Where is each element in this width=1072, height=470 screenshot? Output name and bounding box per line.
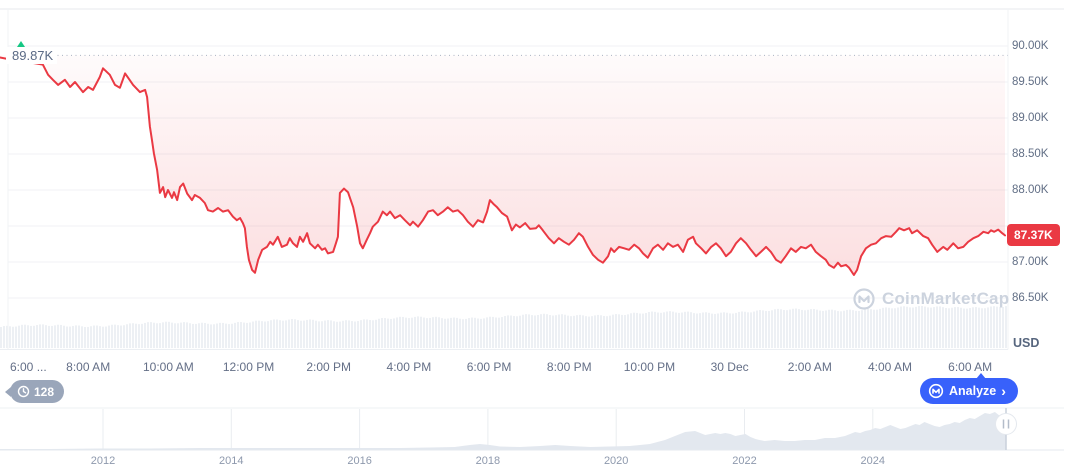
- x-axis-label: 6:00 PM: [466, 360, 512, 374]
- x-axis-label: 2:00 AM: [787, 360, 832, 374]
- y-axis-label: 86.50K: [1012, 292, 1049, 304]
- y-axis-label: 88.00K: [1012, 184, 1049, 196]
- x-axis-label: 2:00 PM: [306, 360, 352, 374]
- y-axis-label: 89.50K: [1012, 76, 1049, 88]
- history-count-value: 128: [34, 384, 55, 399]
- y-axis-label: 90.00K: [1012, 40, 1049, 52]
- plot-frame: [0, 8, 1064, 350]
- watermark: CoinMarketCap: [852, 287, 1009, 311]
- currency-unit-label: USD: [1013, 336, 1040, 350]
- year-label: 2016: [347, 455, 372, 467]
- year-label: 2022: [732, 455, 757, 467]
- analyze-button[interactable]: Analyze ›: [920, 373, 1018, 404]
- year-label: 2014: [219, 455, 244, 467]
- x-axis-label: 10:00 PM: [623, 360, 676, 374]
- year-label: 2020: [603, 455, 629, 467]
- coinmarketcap-logo-icon: [853, 288, 875, 310]
- price-line: [0, 56, 1006, 276]
- year-label: 2018: [475, 455, 501, 467]
- current-price-badge: 87.37K: [1007, 224, 1060, 246]
- x-axis-label: 4:00 PM: [386, 360, 432, 374]
- x-axis-label: 8:00 AM: [66, 360, 111, 374]
- navigator-handle[interactable]: [995, 413, 1017, 435]
- price-up-triangle-icon: [17, 41, 25, 47]
- x-axis-label: 30 Dec: [710, 360, 749, 374]
- y-axis-label: 87.00K: [1012, 256, 1049, 268]
- x-axis-label: 6:00 AM: [948, 360, 993, 374]
- x-axis-label: 10:00 AM: [143, 360, 194, 374]
- history-count-badge[interactable]: 128: [4, 380, 65, 403]
- x-axis-label: 12:00 PM: [222, 360, 275, 374]
- year-label: 2012: [90, 455, 116, 467]
- coinmarketcap-logo-icon: [928, 383, 944, 399]
- chevron-right-icon: ›: [1001, 383, 1006, 399]
- navigator-area[interactable]: [0, 412, 1006, 450]
- price-area-fill: [0, 55, 1005, 276]
- x-axis-label: 6:00 ...: [10, 360, 47, 374]
- analyze-button-label: Analyze: [949, 384, 997, 398]
- year-label: 2024: [860, 455, 886, 467]
- y-axis-label: 89.00K: [1012, 112, 1049, 124]
- x-axis-label: 4:00 AM: [867, 360, 912, 374]
- y-axis-label: 88.50K: [1012, 148, 1049, 160]
- volume-bars: [0, 305, 1007, 348]
- watermark-text: CoinMarketCap: [882, 289, 1010, 308]
- x-axis-label: 8:00 PM: [546, 360, 592, 374]
- reference-price-label: 89.87K: [6, 47, 58, 64]
- range-navigator[interactable]: [0, 407, 1064, 451]
- history-clock-icon: [17, 385, 30, 398]
